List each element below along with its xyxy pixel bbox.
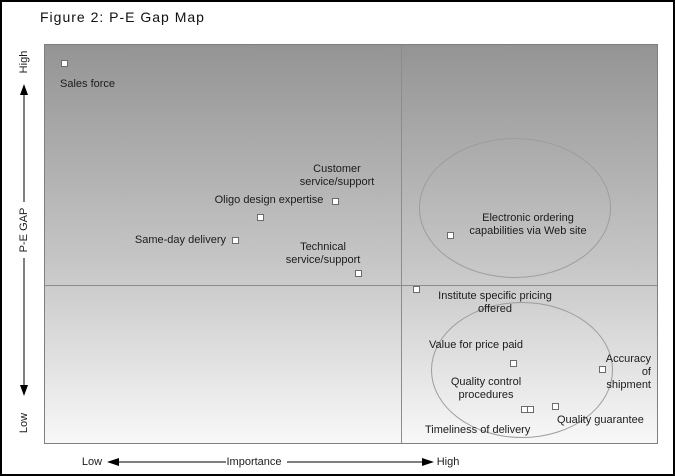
point-marker-institute-specific-pricing-offered bbox=[412, 285, 420, 293]
point-label-accuracy-of-shipment: Accuracy of shipment bbox=[605, 353, 651, 391]
x-axis-right-arrow-icon bbox=[422, 458, 434, 466]
point-label-oligo-design-expertise: Oligo design expertise bbox=[214, 194, 324, 206]
point-label-sales-force: Sales force bbox=[60, 78, 116, 90]
point-marker-sales-force bbox=[60, 59, 68, 67]
point-marker-oligo-design-expertise bbox=[256, 213, 264, 221]
point-marker-technical-service-support bbox=[354, 269, 362, 277]
plot-area: Sales force Customer service/support Oligo… bbox=[44, 44, 658, 444]
quadrant-divider-horizontal bbox=[45, 285, 657, 286]
quadrant-divider-vertical bbox=[401, 45, 402, 443]
point-label-same-day-delivery: Same-day delivery bbox=[134, 234, 226, 246]
cluster-ellipse-quality-cluster bbox=[431, 302, 613, 438]
x-axis-low-label: Low bbox=[82, 456, 102, 468]
y-axis-title: P-E GAP bbox=[18, 208, 30, 253]
y-axis: High P-E GAP Low bbox=[2, 44, 42, 444]
y-axis-up-arrow-icon bbox=[20, 84, 28, 95]
point-label-quality-control-procedures: Quality control procedures bbox=[450, 376, 522, 401]
point-label-quality-guarantee: Quality guarantee bbox=[557, 414, 644, 426]
x-axis-graphic: Low Importance High bbox=[82, 456, 460, 468]
cluster-ellipse-web-ordering-cluster bbox=[419, 138, 611, 278]
point-marker-accuracy-of-shipment bbox=[598, 365, 606, 373]
point-marker-quality-guarantee bbox=[551, 402, 559, 410]
point-marker-same-day-delivery bbox=[231, 236, 239, 244]
point-marker-electronic-ordering-capabilities-via-web-site bbox=[446, 231, 454, 239]
x-axis-high-label: High bbox=[437, 456, 460, 468]
figure-title: Figure 2: P-E Gap Map bbox=[40, 9, 205, 25]
y-axis-low-label: Low bbox=[18, 413, 30, 433]
point-label-value-for-price-paid: Value for price paid bbox=[429, 339, 523, 351]
x-axis-left-arrow-icon bbox=[107, 458, 119, 466]
point-marker-customer-service-support bbox=[331, 197, 339, 205]
point-label-customer-service-support: Customer service/support bbox=[299, 163, 375, 188]
point-label-timeliness-of-delivery: Timeliness of delivery bbox=[425, 424, 531, 436]
point-label-institute-specific-pricing-offered: Institute specific pricing offered bbox=[438, 290, 552, 315]
x-axis: Low Importance High bbox=[44, 445, 658, 474]
point-label-technical-service-support: Technical service/support bbox=[285, 241, 361, 266]
y-axis-high-label: High bbox=[18, 51, 30, 74]
y-axis-down-arrow-icon bbox=[20, 385, 28, 396]
x-axis-title: Importance bbox=[226, 456, 281, 468]
point-marker-value-for-price-paid bbox=[509, 359, 517, 367]
point-label-electronic-ordering-capabilities-via-web-site: Electronic ordering capabilities via Web… bbox=[469, 212, 587, 237]
point-marker-timeliness-of-delivery bbox=[526, 405, 534, 413]
y-axis-graphic: High P-E GAP Low bbox=[18, 51, 30, 433]
